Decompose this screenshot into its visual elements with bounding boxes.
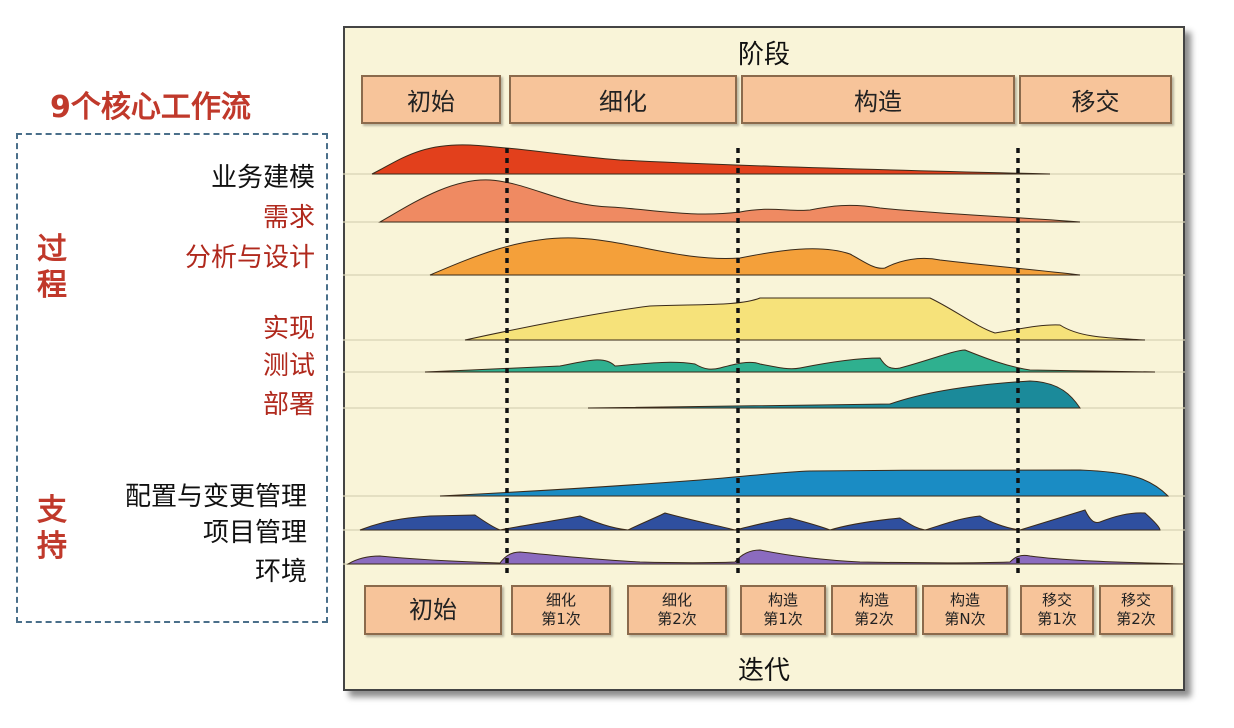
hump-business-modeling xyxy=(371,144,1051,175)
workflow-label-test: 测试 xyxy=(262,351,315,381)
hump-project-mgmt xyxy=(359,509,1161,531)
category-support: 支持 xyxy=(32,493,72,565)
iteration-phase: 移交 xyxy=(1041,591,1072,609)
iteration-elaboration-1: 细化 第1次 xyxy=(511,585,611,635)
iterations-title: 迭代 xyxy=(737,656,790,686)
iteration-number: 第2次 xyxy=(854,610,894,628)
iteration-phase: 构造 xyxy=(767,591,798,609)
category-process: 过程 xyxy=(32,232,72,304)
workflow-label-environment: 环境 xyxy=(254,557,307,587)
workflows-heading: 9个核心工作流 xyxy=(50,90,251,125)
workflow-effort-chart xyxy=(343,144,1185,576)
phase-dividers xyxy=(505,148,1020,576)
phase-elaboration: 细化 xyxy=(509,75,737,124)
iteration-construction-2: 构造 第2次 xyxy=(831,585,917,635)
workflow-label-business-modeling: 业务建模 xyxy=(210,163,315,193)
workflow-label-analysis-design: 分析与设计 xyxy=(184,243,315,273)
hump-analysis-design xyxy=(429,237,1081,276)
iteration-phase: 细化 xyxy=(661,591,692,609)
category-process-label: 过程 xyxy=(37,232,67,303)
workflow-label-requirements: 需求 xyxy=(262,203,315,233)
hump-config-change xyxy=(439,469,1170,497)
workflow-label-implementation: 实现 xyxy=(262,314,315,344)
hump-implementation xyxy=(464,297,1146,341)
iteration-construction-n: 构造 第N次 xyxy=(922,585,1008,635)
phase-inception: 初始 xyxy=(361,75,501,124)
iteration-transition-2: 移交 第2次 xyxy=(1099,585,1173,635)
hump-test xyxy=(424,349,1156,373)
iteration-number: 第2次 xyxy=(1116,610,1156,628)
iteration-elaboration-2: 细化 第2次 xyxy=(627,585,727,635)
iteration-number: 第N次 xyxy=(944,610,986,628)
iteration-number: 第1次 xyxy=(541,610,581,628)
iteration-number: 第1次 xyxy=(763,610,803,628)
phases-title: 阶段 xyxy=(737,40,790,70)
phase-transition: 移交 xyxy=(1019,75,1172,124)
category-support-label: 支持 xyxy=(37,493,67,564)
phase-diagram-panel xyxy=(343,26,1185,691)
hump-requirements xyxy=(378,179,1081,223)
iteration-phase: 移交 xyxy=(1120,591,1151,609)
iteration-construction-1: 构造 第1次 xyxy=(740,585,826,635)
workflow-label-deployment: 部署 xyxy=(262,390,315,420)
workflow-label-project-mgmt: 项目管理 xyxy=(202,518,307,548)
hump-environment xyxy=(346,549,1185,565)
iteration-transition-1: 移交 第1次 xyxy=(1020,585,1094,635)
iteration-label: 初始 xyxy=(409,595,457,624)
iteration-phase: 构造 xyxy=(858,591,889,609)
workflow-category-box xyxy=(16,133,328,623)
iteration-number: 第1次 xyxy=(1037,610,1077,628)
workflow-label-config-change: 配置与变更管理 xyxy=(124,482,307,512)
iteration-phase: 细化 xyxy=(545,591,576,609)
hump-deployment xyxy=(587,380,1081,409)
phase-construction: 构造 xyxy=(741,75,1015,124)
iteration-number: 第2次 xyxy=(657,610,697,628)
iteration-inception: 初始 xyxy=(364,585,502,635)
iteration-phase: 构造 xyxy=(949,591,980,609)
